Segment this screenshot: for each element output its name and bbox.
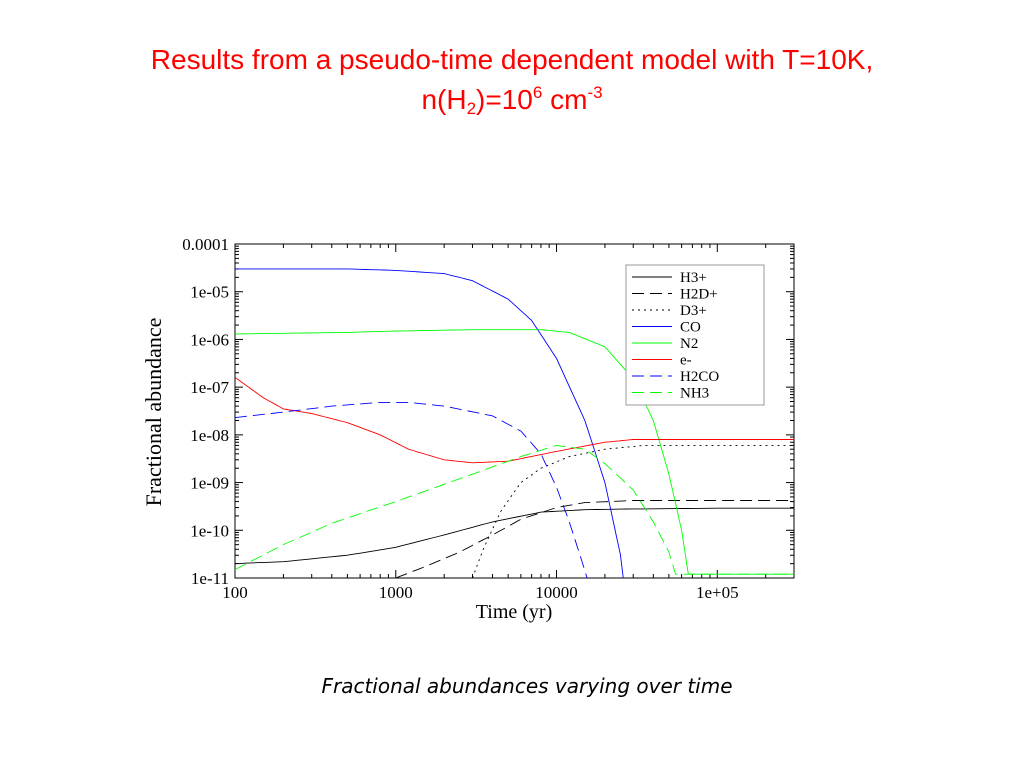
title-line-1: Results from a pseudo-time dependent mod… xyxy=(150,44,874,75)
axis-ticks: 100 1000 10000 1e+05 1e-11 1e-10 1e-09 1e-08 1e-… xyxy=(182,235,795,602)
legend-label: e- xyxy=(680,353,692,369)
legend-label: D3+ xyxy=(680,303,707,319)
y-tick-label: 1e-05 xyxy=(190,283,229,302)
title-subscript: 2 xyxy=(466,99,477,118)
plot-frame xyxy=(234,243,795,579)
title-superscript: 6 xyxy=(532,83,543,102)
series-lines xyxy=(235,268,794,578)
series-line-d3- xyxy=(472,444,794,578)
x-tick-label: 1000 xyxy=(379,583,413,602)
series-line-nh3 xyxy=(235,444,794,575)
y-tick-label: 1e-11 xyxy=(191,569,229,588)
y-tick-label: 1e-07 xyxy=(190,378,229,397)
x-tick-label: 100 xyxy=(222,583,248,602)
legend-label: CO xyxy=(680,320,701,336)
series-line-h2co xyxy=(235,401,588,578)
y-tick-label: 1e-09 xyxy=(190,474,229,493)
y-tick-label: 1e-06 xyxy=(190,330,229,349)
legend-label: NH3 xyxy=(680,386,709,402)
x-axis-label: Time (yr) xyxy=(476,601,552,623)
legend-label: H2CO xyxy=(680,369,719,385)
y-tick-label: 0.0001 xyxy=(182,235,229,254)
y-tick-label: 1e-10 xyxy=(190,521,229,540)
series-line-h3- xyxy=(235,507,794,565)
title-unit: cm xyxy=(542,84,588,115)
series-line-h2d- xyxy=(395,500,794,578)
legend-label: H3+ xyxy=(680,270,707,286)
title-prefix: n(H xyxy=(421,84,467,115)
series-line-e- xyxy=(235,377,794,464)
legend-box xyxy=(625,264,765,406)
legend-label: N2 xyxy=(680,336,698,352)
y-axis-label: Fractional abundance xyxy=(141,318,166,507)
series-line-co xyxy=(235,268,624,578)
slide-title: Results from a pseudo-time dependent mod… xyxy=(0,40,1024,120)
title-line-2: n(H2)=106 cm-3 xyxy=(0,80,1024,120)
x-tick-label: 10000 xyxy=(535,583,578,602)
title-unit-superscript: -3 xyxy=(587,83,603,102)
series-line-n2 xyxy=(235,329,794,575)
legend-label: H2D+ xyxy=(680,287,718,303)
plot-area xyxy=(234,243,795,579)
x-tick-label: 1e+05 xyxy=(696,583,739,602)
y-tick-label: 1e-08 xyxy=(190,426,229,445)
figure-caption: Fractional abundances varying over time xyxy=(321,674,733,698)
title-mid: )=10 xyxy=(476,84,533,115)
